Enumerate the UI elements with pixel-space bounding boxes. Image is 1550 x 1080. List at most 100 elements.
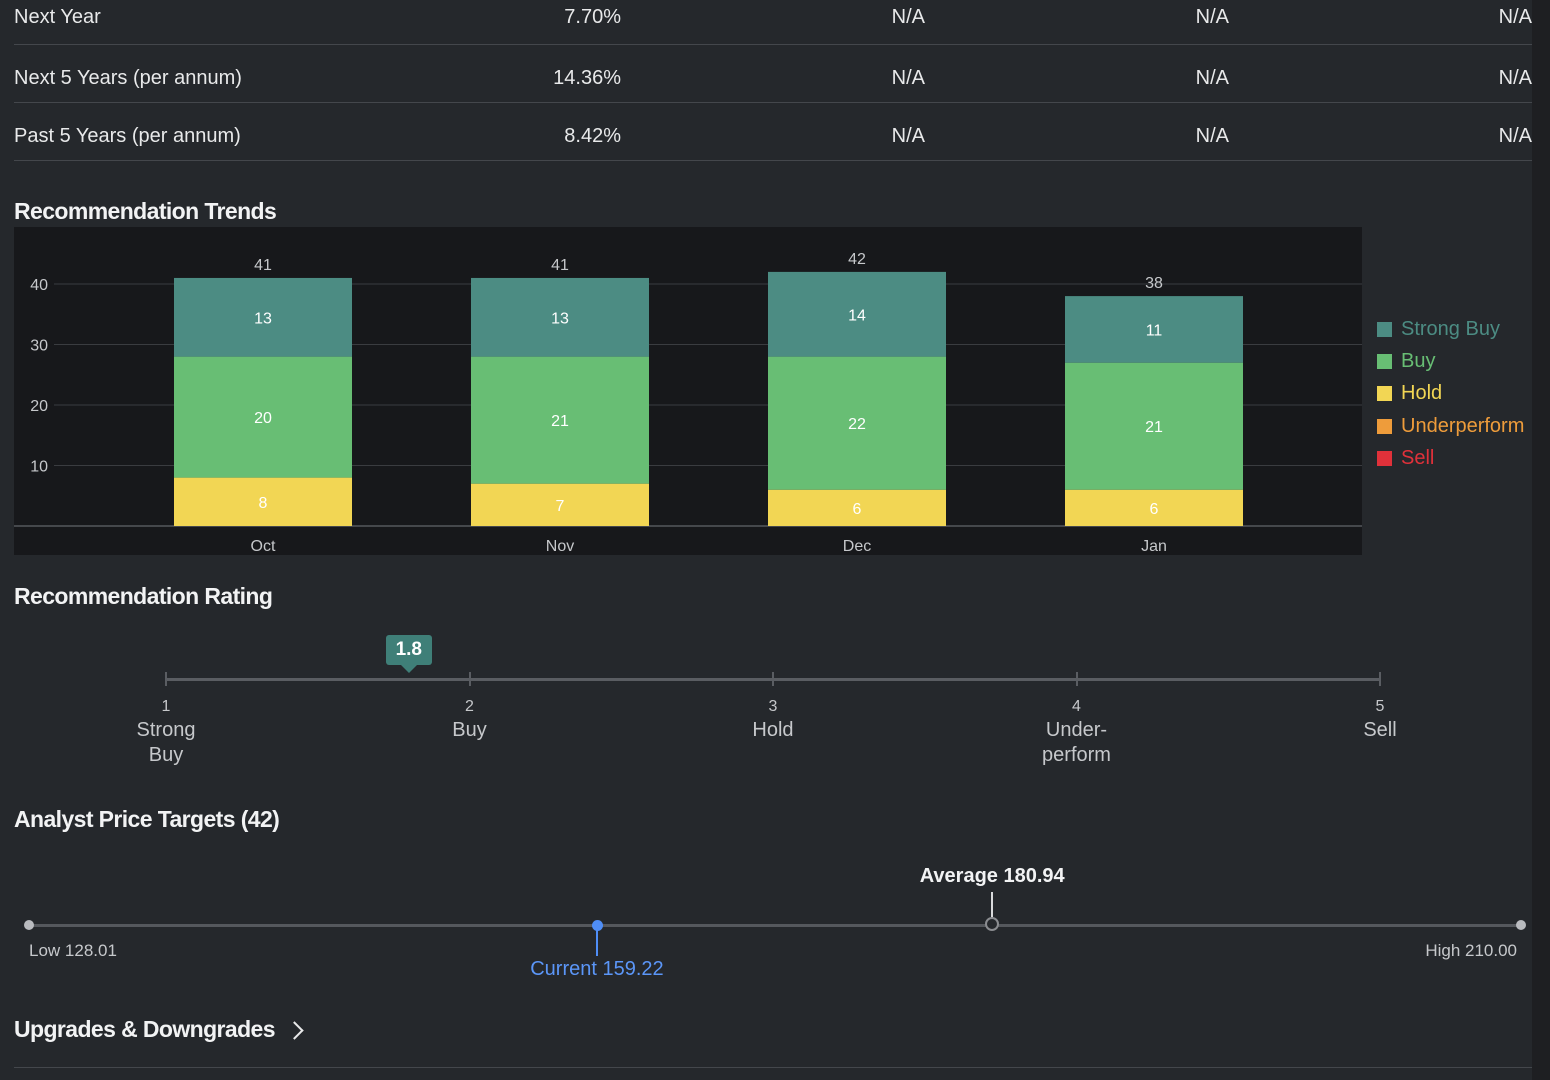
- rating-scale-text: Strong: [136, 719, 196, 741]
- bar-total-label: 42: [848, 251, 866, 268]
- legend-swatch: [1377, 418, 1392, 434]
- bar-value-label: 6: [853, 501, 862, 518]
- upgrades-downgrades-link[interactable]: Upgrades & Downgrades: [14, 1016, 276, 1042]
- bar-segment-hold: [768, 489, 946, 526]
- legend-label: Sell: [1401, 446, 1435, 469]
- section-divider: [14, 1067, 1532, 1068]
- x-category-label: Dec: [843, 538, 871, 555]
- table-cell: 7.70%: [564, 6, 621, 28]
- high-target-dot: [1516, 920, 1526, 930]
- legend-swatch: [1377, 321, 1392, 337]
- bar-segment-hold: [1065, 489, 1243, 526]
- row-label: Next 5 Years (per annum): [14, 67, 242, 89]
- table-cell: N/A: [891, 6, 925, 28]
- rating-scale-label: 5 Sell: [1310, 696, 1450, 743]
- rating-scale-text: Buy: [148, 744, 184, 766]
- rating-scale-text: perform: [1042, 744, 1111, 766]
- current-price-label: Current 159.22: [530, 958, 664, 980]
- bar-segment-hold: [471, 483, 649, 526]
- bar-segment-strong-buy: [1065, 296, 1243, 363]
- legend-swatch: [1377, 353, 1392, 369]
- table-cell: N/A: [1195, 67, 1229, 89]
- bar-total-label: 41: [254, 257, 272, 274]
- rating-tick: [772, 672, 774, 686]
- bar-value-label: 8: [259, 495, 268, 512]
- bar-segment-buy: [174, 356, 352, 478]
- chart-canvas: 10 20 30 40 8 20 13 41 Oct 7 21 13 41 Nov 6 22 14 42 Dec 6 2…: [14, 251, 1362, 555]
- bar-segment-strong-buy: [471, 277, 649, 357]
- table-cell: N/A: [891, 125, 925, 147]
- rating-tick: [165, 672, 167, 686]
- analyst-price-targets-title: Analyst Price Targets (42): [14, 806, 280, 832]
- recommendation-rating-scale: 1.8 1 Strong Buy 2 Buy 3 Hold 4 Under-perform 5 Se…: [0, 630, 1532, 780]
- average-target-marker: [985, 917, 1000, 931]
- table-row: Next 5 Years (per annum) 14.36% N/A N/A N/A: [14, 45, 1532, 103]
- bar-segment-buy: [1065, 362, 1243, 490]
- legend-item-sell[interactable]: Sell: [1377, 442, 1524, 474]
- price-range-line: [29, 924, 1521, 927]
- legend-label: Buy: [1401, 349, 1436, 372]
- bar-segment-buy: [471, 356, 649, 484]
- bar-value-label: 21: [1145, 419, 1163, 436]
- recommendation-trends-chart: 10 20 30 40 8 20 13 41 Oct 7 21 13 41 Nov 6 22 14 42 Dec 6 2…: [14, 227, 1362, 555]
- chart-legend: Strong Buy Buy Hold Underperform Sell: [1377, 313, 1524, 474]
- legend-item-strong-buy[interactable]: Strong Buy: [1377, 313, 1524, 345]
- bar-value-label: 13: [254, 310, 272, 327]
- bar-total-label: 41: [551, 257, 569, 274]
- average-target-stem: [991, 892, 994, 918]
- rating-tick: [1075, 672, 1078, 686]
- table-cell: N/A: [1498, 125, 1532, 147]
- bar-value-label: 6: [1150, 501, 1159, 518]
- rating-scale-number: 3: [768, 698, 778, 715]
- recommendation-trends-title: Recommendation Trends: [14, 198, 277, 224]
- rating-scale-number: 1: [161, 698, 171, 715]
- rating-scale-text: Hold: [752, 719, 794, 741]
- x-category-label: Nov: [546, 538, 574, 555]
- legend-label: Strong Buy: [1401, 317, 1500, 340]
- bar-value-label: 7: [556, 498, 565, 515]
- legend-label: Underperform: [1401, 414, 1525, 437]
- rating-scale-number: 4: [1072, 698, 1081, 715]
- bar-segment-strong-buy: [768, 271, 946, 357]
- legend-item-hold[interactable]: Hold: [1377, 378, 1524, 410]
- rating-tick: [468, 672, 471, 686]
- bar-value-label: 22: [848, 416, 866, 433]
- table-cell: N/A: [1195, 6, 1229, 28]
- rating-scale-number: 5: [1375, 698, 1385, 715]
- high-target-label: High 210.00: [1425, 941, 1517, 960]
- legend-item-buy[interactable]: Buy: [1377, 345, 1524, 377]
- price-target-range: Low 128.01 High 210.00 Average 180.94 Cu…: [0, 860, 1532, 990]
- rating-scale-label: 2 Buy: [400, 696, 540, 743]
- rating-tick: [1379, 672, 1381, 686]
- bar-value-label: 11: [1146, 322, 1163, 339]
- legend-swatch: [1377, 450, 1392, 466]
- y-tick-label: 20: [30, 398, 48, 415]
- table-cell: 8.42%: [564, 125, 621, 147]
- table-row: Next Year 7.70% N/A N/A N/A: [14, 0, 1532, 45]
- low-target-label: Low 128.01: [29, 941, 117, 960]
- bar-segment-buy: [768, 356, 946, 490]
- x-category-label: Oct: [251, 538, 276, 555]
- bar-segment-hold: [174, 477, 352, 526]
- legend-swatch: [1377, 386, 1392, 402]
- table-row: Past 5 Years (per annum) 8.42% N/A N/A N/A: [14, 103, 1532, 161]
- rating-badge-pointer: [400, 665, 417, 673]
- row-label: Next Year: [14, 6, 101, 28]
- bar-value-label: 13: [551, 310, 569, 327]
- bar-segment-strong-buy: [174, 277, 352, 357]
- bar-total-label: 38: [1145, 275, 1163, 292]
- table-cell: N/A: [1498, 6, 1532, 28]
- bar-value-label: 20: [254, 410, 272, 427]
- table-cell: N/A: [1195, 125, 1229, 147]
- row-label: Past 5 Years (per annum): [14, 125, 241, 147]
- recommendation-rating-title: Recommendation Rating: [14, 583, 273, 609]
- legend-item-underperform[interactable]: Underperform: [1377, 410, 1524, 442]
- average-target-label: Average 180.94: [919, 865, 1065, 887]
- bar-value-label: 14: [848, 307, 866, 324]
- rating-scale-label: 3 Hold: [703, 696, 843, 743]
- rating-scale-text: Sell: [1363, 719, 1397, 741]
- chevron-right-icon[interactable]: [285, 1021, 304, 1040]
- rating-scale-text: Under-: [1045, 719, 1108, 741]
- y-tick-label: 40: [30, 277, 48, 294]
